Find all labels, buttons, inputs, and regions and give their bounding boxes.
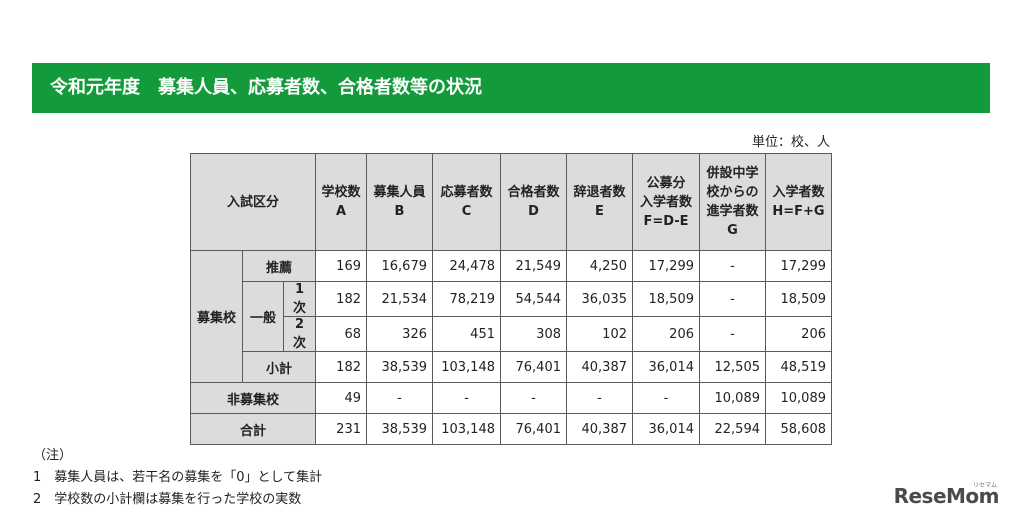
table-cell: 308 — [500, 316, 567, 352]
note-1: 1 募集人員は、若干名の募集を「0」として集計 — [33, 470, 323, 485]
table-cell: 206 — [765, 316, 832, 352]
table-header-row: 入試区分 学校数 A 募集人員 B 応募者数 C 合格者数 D 辞退者数 E 公募分 入学者… — [190, 153, 832, 251]
table-row: 2次 68 326 451 308 102 206 - 206 — [191, 316, 832, 352]
table-cell: 22,594 — [699, 413, 766, 445]
table-cell: 78,219 — [432, 281, 501, 317]
table-cell: 38,539 — [366, 351, 433, 383]
table-cell: 206 — [632, 316, 700, 352]
resemom-logo: ReseMom — [893, 484, 1000, 508]
table-cell: 54,544 — [500, 281, 567, 317]
stats-table: 入試区分 学校数 A 募集人員 B 応募者数 C 合格者数 D 辞退者数 E 公募分 入学者… — [190, 153, 832, 445]
table-cell: 12,505 — [699, 351, 766, 383]
table-cell: 21,549 — [500, 250, 567, 282]
table-row: 小計 182 38,539 103,148 76,401 40,387 36,0… — [191, 351, 832, 383]
table-cell: 36,014 — [632, 351, 700, 383]
table-cell: 326 — [366, 316, 433, 352]
table-cell: 18,509 — [765, 281, 832, 317]
table-cell: 103,148 — [432, 351, 501, 383]
table-row: 非募集校 49 - - - - - 10,089 10,089 — [190, 382, 832, 414]
table-cell: - — [699, 316, 766, 352]
table-cell: 58,608 — [765, 413, 832, 445]
header-col-b: 募集人員 B — [366, 153, 433, 251]
row-label-ippan: 一般 — [242, 281, 284, 352]
table-cell: 102 — [566, 316, 633, 352]
table-cell: 169 — [315, 250, 367, 282]
logo-subtext: リセマム — [972, 482, 997, 489]
row-label-niji: 2次 — [283, 316, 316, 352]
table-cell: 76,401 — [500, 413, 567, 445]
header-col-a: 学校数 A — [315, 153, 367, 251]
row-label-shokei: 小計 — [242, 351, 316, 383]
table-cell: 10,089 — [765, 382, 832, 414]
table-cell: 451 — [432, 316, 501, 352]
table-cell: 103,148 — [432, 413, 501, 445]
row-label-suisen: 推薦 — [242, 250, 316, 282]
table-row: 募集校 推薦 169 16,679 24,478 21,549 4,250 17… — [190, 250, 832, 383]
table-cell: 21,534 — [366, 281, 433, 317]
header-col-g: 併設中学 校からの 進学者数 G — [699, 153, 766, 251]
table-cell: - — [699, 250, 766, 282]
row-label-ichiji: 1次 — [283, 281, 316, 317]
note-2: 2 学校数の小計欄は募集を行った学校の実数 — [33, 492, 302, 507]
table-cell: - — [500, 382, 567, 414]
notes: （注） 1 募集人員は、若干名の募集を「0」として集計 2 学校数の小計欄は募集… — [33, 445, 322, 511]
table-cell: 76,401 — [500, 351, 567, 383]
table-cell: 231 — [315, 413, 367, 445]
header-col-f: 公募分 入学者数 F=D-E — [632, 153, 700, 251]
table-cell: - — [366, 382, 433, 414]
table-cell: 40,387 — [566, 413, 633, 445]
header-col-d: 合格者数 D — [500, 153, 567, 251]
table-cell: 36,014 — [632, 413, 700, 445]
table-cell: 40,387 — [566, 351, 633, 383]
notes-heading: （注） — [33, 448, 73, 463]
table-cell: 4,250 — [566, 250, 633, 282]
table-cell: 24,478 — [432, 250, 501, 282]
row-label-hiboshuko: 非募集校 — [190, 382, 316, 414]
row-label-gokei: 合計 — [190, 413, 316, 445]
table-row: 合計 231 38,539 103,148 76,401 40,387 36,0… — [190, 413, 832, 445]
table-cell: 10,089 — [699, 382, 766, 414]
table-cell: 18,509 — [632, 281, 700, 317]
row-label-boshuko: 募集校 — [190, 250, 243, 383]
table-cell: 38,539 — [366, 413, 433, 445]
table-cell: - — [632, 382, 700, 414]
table-cell: 182 — [315, 281, 367, 317]
table-cell: 48,519 — [765, 351, 832, 383]
table-cell: 68 — [315, 316, 367, 352]
table-cell: - — [566, 382, 633, 414]
page-title: 令和元年度 募集人員、応募者数、合格者数等の状況 — [32, 63, 990, 113]
table-cell: 36,035 — [566, 281, 633, 317]
table-cell: 182 — [315, 351, 367, 383]
table-cell: 49 — [315, 382, 367, 414]
table-cell: - — [699, 281, 766, 317]
table-cell: 17,299 — [632, 250, 700, 282]
header-col-c: 応募者数 C — [432, 153, 501, 251]
header-col-e: 辞退者数 E — [566, 153, 633, 251]
table-row: 一般 1次 182 21,534 78,219 54,544 36,035 18… — [191, 281, 832, 352]
table-cell: - — [432, 382, 501, 414]
header-category: 入試区分 — [190, 153, 316, 251]
header-col-h: 入学者数 H=F+G — [765, 153, 832, 251]
table-cell: 17,299 — [765, 250, 832, 282]
table-cell: 16,679 — [366, 250, 433, 282]
unit-label: 単位：校、人 — [751, 135, 830, 150]
